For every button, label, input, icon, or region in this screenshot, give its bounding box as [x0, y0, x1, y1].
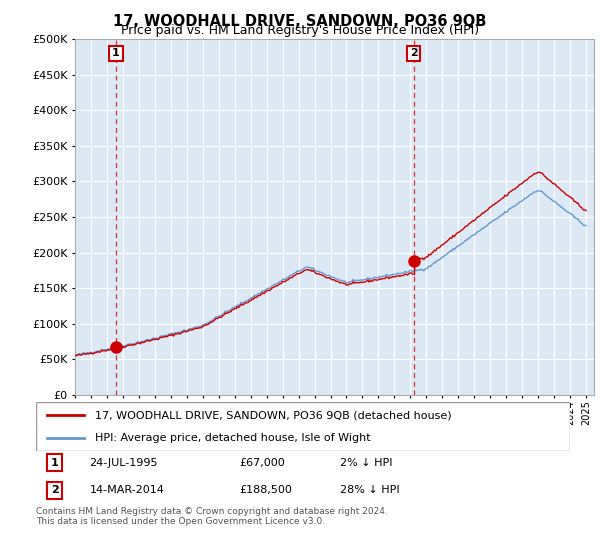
Text: Price paid vs. HM Land Registry's House Price Index (HPI): Price paid vs. HM Land Registry's House …: [121, 24, 479, 37]
Text: 17, WOODHALL DRIVE, SANDOWN, PO36 9QB: 17, WOODHALL DRIVE, SANDOWN, PO36 9QB: [113, 14, 487, 29]
Text: 2% ↓ HPI: 2% ↓ HPI: [340, 458, 393, 468]
Text: £188,500: £188,500: [239, 485, 292, 495]
Text: 17, WOODHALL DRIVE, SANDOWN, PO36 9QB (detached house): 17, WOODHALL DRIVE, SANDOWN, PO36 9QB (d…: [95, 410, 451, 421]
Text: 28% ↓ HPI: 28% ↓ HPI: [340, 485, 400, 495]
Text: 2: 2: [51, 485, 59, 495]
Text: 24-JUL-1995: 24-JUL-1995: [89, 458, 158, 468]
Text: Contains HM Land Registry data © Crown copyright and database right 2024.
This d: Contains HM Land Registry data © Crown c…: [36, 507, 388, 526]
Text: 1: 1: [51, 458, 59, 468]
Text: HPI: Average price, detached house, Isle of Wight: HPI: Average price, detached house, Isle…: [95, 433, 370, 444]
Text: 2: 2: [410, 48, 418, 58]
Text: 1: 1: [112, 48, 120, 58]
Text: 14-MAR-2014: 14-MAR-2014: [89, 485, 164, 495]
Text: £67,000: £67,000: [239, 458, 284, 468]
FancyBboxPatch shape: [36, 402, 570, 451]
